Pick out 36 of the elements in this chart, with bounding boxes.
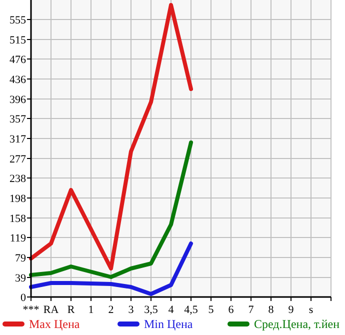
y-tick-label: 515: [10, 34, 26, 46]
y-tick-label: 79: [15, 252, 26, 264]
y-tick-label: 396: [10, 94, 26, 106]
x-tick-label: 1: [88, 304, 94, 316]
x-tick-label: 2: [108, 304, 114, 316]
y-tick-label: 238: [10, 172, 26, 185]
y-tick-label: 158: [10, 212, 26, 225]
x-tick-label: 4: [168, 304, 174, 316]
x-tick-label: 8: [268, 304, 274, 316]
line-series: [29, 140, 193, 279]
x-tick-label: 3,5: [144, 304, 158, 316]
y-tick-label: 476: [10, 54, 26, 66]
x-tick-label: 9: [288, 304, 294, 316]
legend-label: Min Цена: [144, 317, 194, 331]
y-tick-label: 357: [10, 113, 26, 126]
line-series: [29, 3, 193, 270]
y-tick-label: 119: [10, 232, 26, 244]
y-tick-label: 198: [10, 192, 26, 205]
y-tick-label: 555: [10, 14, 26, 26]
x-tick-label: 5: [208, 304, 214, 316]
x-tick-label: R: [67, 304, 76, 316]
line-series: [29, 242, 193, 296]
x-tick-label: RA: [43, 304, 59, 316]
y-tick-label: 277: [10, 153, 26, 166]
x-tick-label: 7: [248, 304, 254, 316]
x-tick-label: ***: [22, 304, 40, 316]
y-tick-label: 436: [10, 74, 26, 86]
legend-label: Сред.Цена, т.йен: [254, 317, 340, 331]
y-tick-label: 0: [20, 292, 26, 304]
x-tick-label: 3: [128, 304, 134, 316]
x-tick-label: 6: [228, 304, 234, 316]
y-tick-label: 317: [10, 133, 26, 146]
legend-label: Max Цена: [29, 317, 80, 331]
y-tick-label: 39: [15, 272, 26, 284]
x-tick-label: s: [308, 304, 314, 316]
x-tick-label: 4,5: [184, 304, 198, 316]
